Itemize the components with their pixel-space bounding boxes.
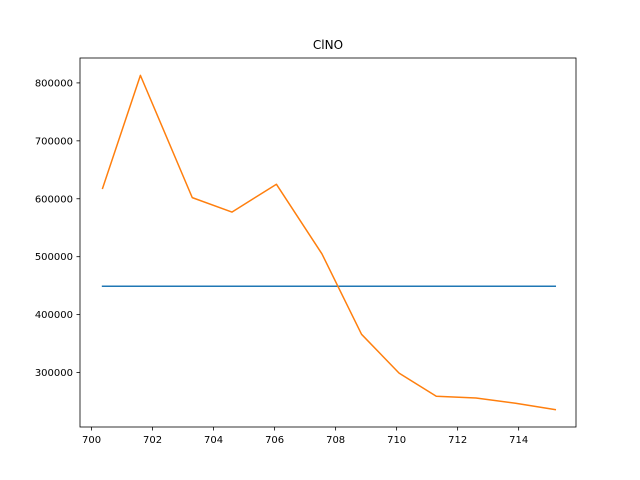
x-tick-label: 710	[387, 435, 406, 446]
series-layer	[101, 74, 557, 411]
y-tick-label: 700000	[35, 136, 73, 147]
plot-frame	[79, 57, 577, 428]
y-tick-label: 600000	[35, 194, 73, 205]
chart-title: ClNO	[313, 38, 343, 52]
y-tick-label: 300000	[35, 368, 73, 379]
axes-layer: 700 702 704 706 708 710 712 714 300000 400000 5000…	[35, 57, 577, 446]
x-tick-label: 712	[448, 435, 467, 446]
y-tick-label: 800000	[35, 78, 73, 89]
x-tick-label: 708	[326, 435, 345, 446]
x-tick-label: 706	[265, 435, 284, 446]
x-tick-label: 704	[204, 435, 223, 446]
series-line-2	[101, 74, 557, 411]
x-tick-label: 700	[82, 435, 101, 446]
x-tick-label: 714	[509, 435, 528, 446]
x-tick-label: 702	[143, 435, 162, 446]
y-tick-label: 500000	[35, 252, 73, 263]
y-tick-label: 400000	[35, 310, 73, 321]
